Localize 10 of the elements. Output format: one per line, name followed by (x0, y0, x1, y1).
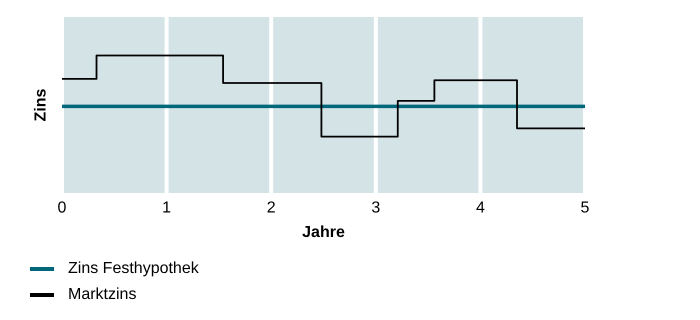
x-tick-label: 4 (476, 199, 485, 216)
legend-label: Zins Festhypothek (68, 259, 199, 279)
x-tick-label: 5 (580, 199, 590, 216)
x-tick-label: 3 (371, 199, 380, 216)
y-axis-title: Zins (32, 88, 50, 122)
x-tick-label: 0 (58, 199, 67, 216)
legend-label: Marktzins (68, 285, 136, 305)
x-tick-label: 2 (266, 199, 276, 216)
x-axis-title: Jahre (302, 224, 345, 241)
x-tick-label: 1 (162, 199, 172, 216)
